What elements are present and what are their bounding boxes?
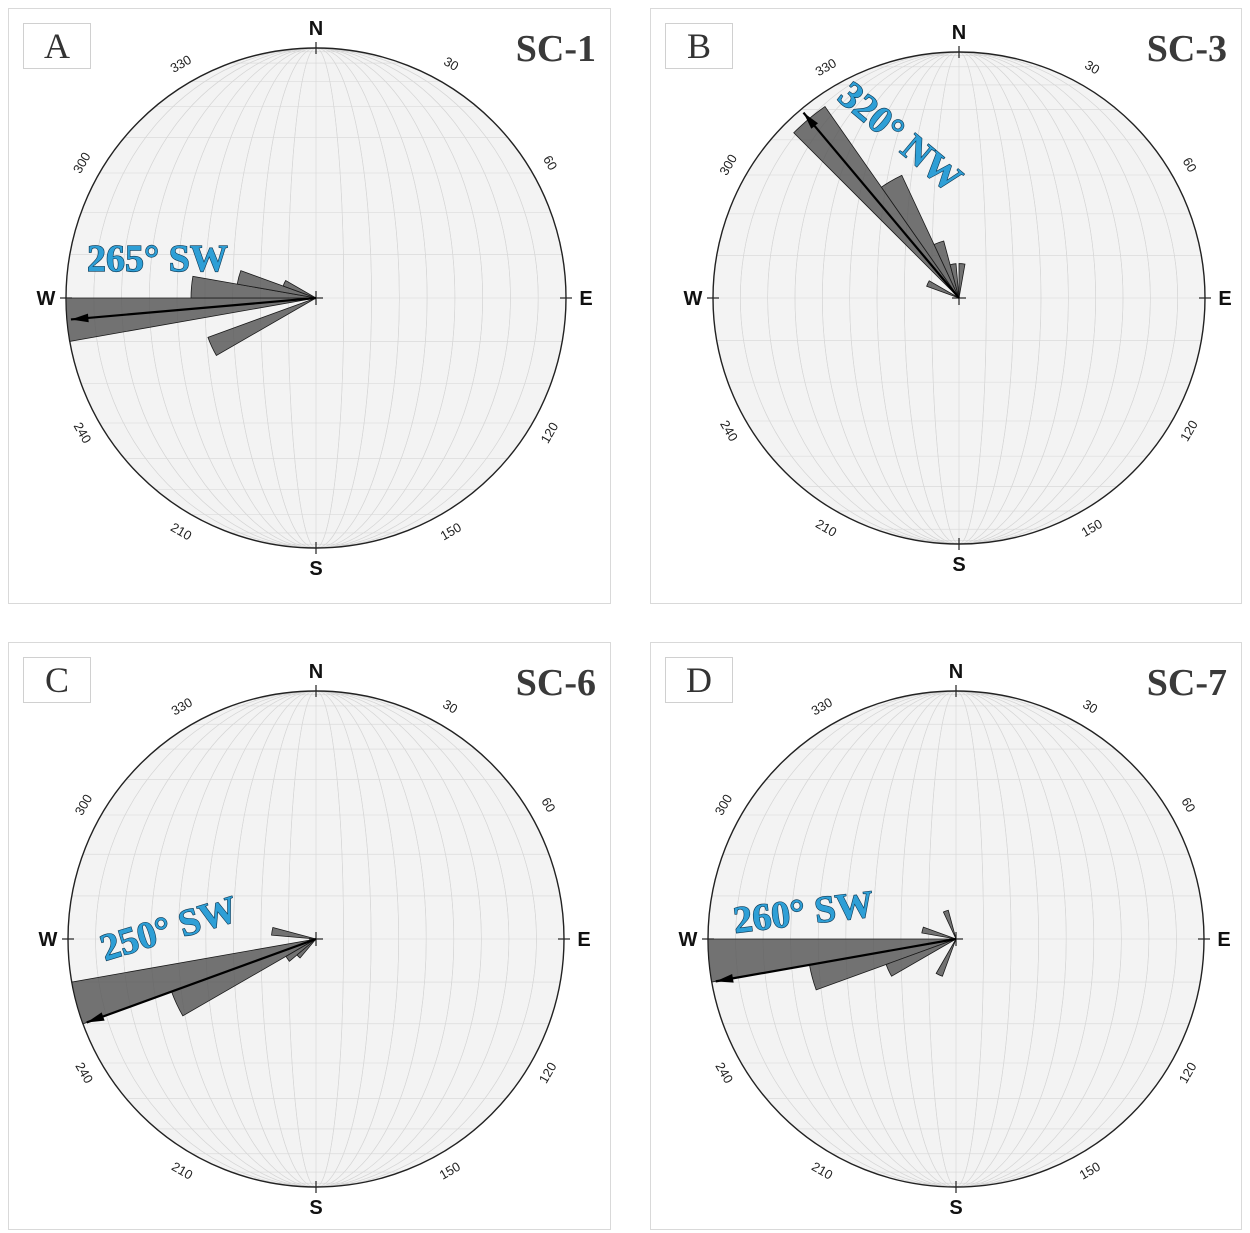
degree-label: 120 xyxy=(537,420,561,446)
station-title: SC-3 xyxy=(1146,28,1227,70)
degree-label: 60 xyxy=(1180,155,1200,175)
cardinal-east: E xyxy=(1218,288,1231,310)
rose-petal xyxy=(942,909,957,940)
arrow-head xyxy=(70,313,89,323)
stereonet-a: N E S W 30 60 120 150 210 240 300 330 265° SW xyxy=(37,18,593,580)
mean-direction-arrow xyxy=(802,111,960,299)
cardinal-north: N xyxy=(309,661,323,683)
arrow-head xyxy=(715,974,734,983)
degree-label: 300 xyxy=(72,792,96,818)
degree-label: 240 xyxy=(72,1060,96,1086)
rose-petal xyxy=(926,280,960,299)
rose-petal xyxy=(933,240,960,299)
rose-petal xyxy=(65,297,317,342)
cardinal-west: W xyxy=(39,929,58,951)
degree-label: 330 xyxy=(813,55,839,79)
rose-panel-d: N E S W 30 60 120 150 210 240 300 330 260° SW D SC-7 xyxy=(650,642,1242,1230)
mean-direction-arrow xyxy=(70,296,317,321)
degree-label: 240 xyxy=(712,1060,736,1086)
degree-label: 120 xyxy=(1177,418,1201,444)
rose-panel-b: N E S W 30 60 120 150 210 240 300 330 320° NW B SC-3 xyxy=(650,8,1242,604)
degree-label: 210 xyxy=(813,516,839,540)
degree-label: 60 xyxy=(540,153,560,173)
rose-petal xyxy=(271,926,317,940)
degree-label: 240 xyxy=(717,418,741,444)
panel-label: C xyxy=(23,657,91,703)
cardinal-east: E xyxy=(579,288,592,310)
mean-direction-arrow xyxy=(715,937,957,983)
cardinal-south: S xyxy=(309,558,322,580)
cardinal-east: E xyxy=(577,929,590,951)
cardinal-east: E xyxy=(1217,929,1230,951)
degree-label: 330 xyxy=(169,695,195,719)
cardinal-south: S xyxy=(949,1197,962,1219)
mean-direction-arrow xyxy=(86,937,317,1024)
rose-panel-c: N E S W 30 60 120 150 210 240 300 330 250° SW C SC-6 xyxy=(8,642,611,1230)
cardinal-north: N xyxy=(309,18,323,40)
station-title: SC-6 xyxy=(515,662,596,704)
degree-label: 150 xyxy=(437,1159,463,1183)
degree-label: 330 xyxy=(168,52,194,76)
rose-panel-a: N E S W 30 60 120 150 210 240 300 330 265° SW A SC-1 xyxy=(8,8,611,604)
degree-label: 300 xyxy=(70,150,94,176)
degree-label: 210 xyxy=(169,1159,195,1183)
degree-label: 60 xyxy=(538,795,558,815)
degree-label: 30 xyxy=(441,54,461,74)
cardinal-north: N xyxy=(949,661,963,683)
rose-petal xyxy=(949,263,960,299)
cardinal-west: W xyxy=(679,929,698,951)
rose-petal xyxy=(285,938,317,962)
rose-petal xyxy=(885,938,957,977)
rose-petal xyxy=(207,297,317,357)
degree-label: 240 xyxy=(71,420,95,446)
panel-label: D xyxy=(665,657,733,703)
cardinal-west: W xyxy=(684,288,703,310)
degree-label: 300 xyxy=(712,792,736,818)
rose-petal xyxy=(935,938,957,977)
degree-label: 30 xyxy=(1082,57,1102,77)
bearing-annotation: 265° SW xyxy=(87,238,228,280)
cardinal-north: N xyxy=(952,22,966,44)
station-title: SC-1 xyxy=(515,28,596,70)
degree-label: 30 xyxy=(1080,696,1100,716)
rose-petal xyxy=(296,938,317,959)
degree-label: 300 xyxy=(716,152,740,178)
cardinal-west: W xyxy=(37,288,56,310)
degree-label: 150 xyxy=(1077,1159,1103,1183)
station-title: SC-7 xyxy=(1146,662,1227,704)
rose-petal xyxy=(282,279,317,299)
arrow-head xyxy=(803,112,819,129)
panel-label: A xyxy=(23,23,91,69)
degree-label: 30 xyxy=(440,696,460,716)
cardinal-south: S xyxy=(309,1197,322,1219)
degree-label: 210 xyxy=(168,519,194,543)
degree-label: 150 xyxy=(1079,516,1105,540)
degree-label: 60 xyxy=(1178,795,1198,815)
rose-petal xyxy=(880,174,960,299)
degree-label: 120 xyxy=(536,1060,560,1086)
degree-label: 120 xyxy=(1176,1060,1200,1086)
rose-petal xyxy=(958,263,966,299)
cardinal-south: S xyxy=(952,554,965,576)
degree-label: 150 xyxy=(438,519,464,543)
arrow-head xyxy=(86,1012,105,1023)
degree-label: 330 xyxy=(809,695,835,719)
degree-label: 210 xyxy=(809,1159,835,1183)
stereonet-grid xyxy=(713,52,1205,544)
rose-petal xyxy=(921,926,957,940)
panel-label: B xyxy=(665,23,733,69)
